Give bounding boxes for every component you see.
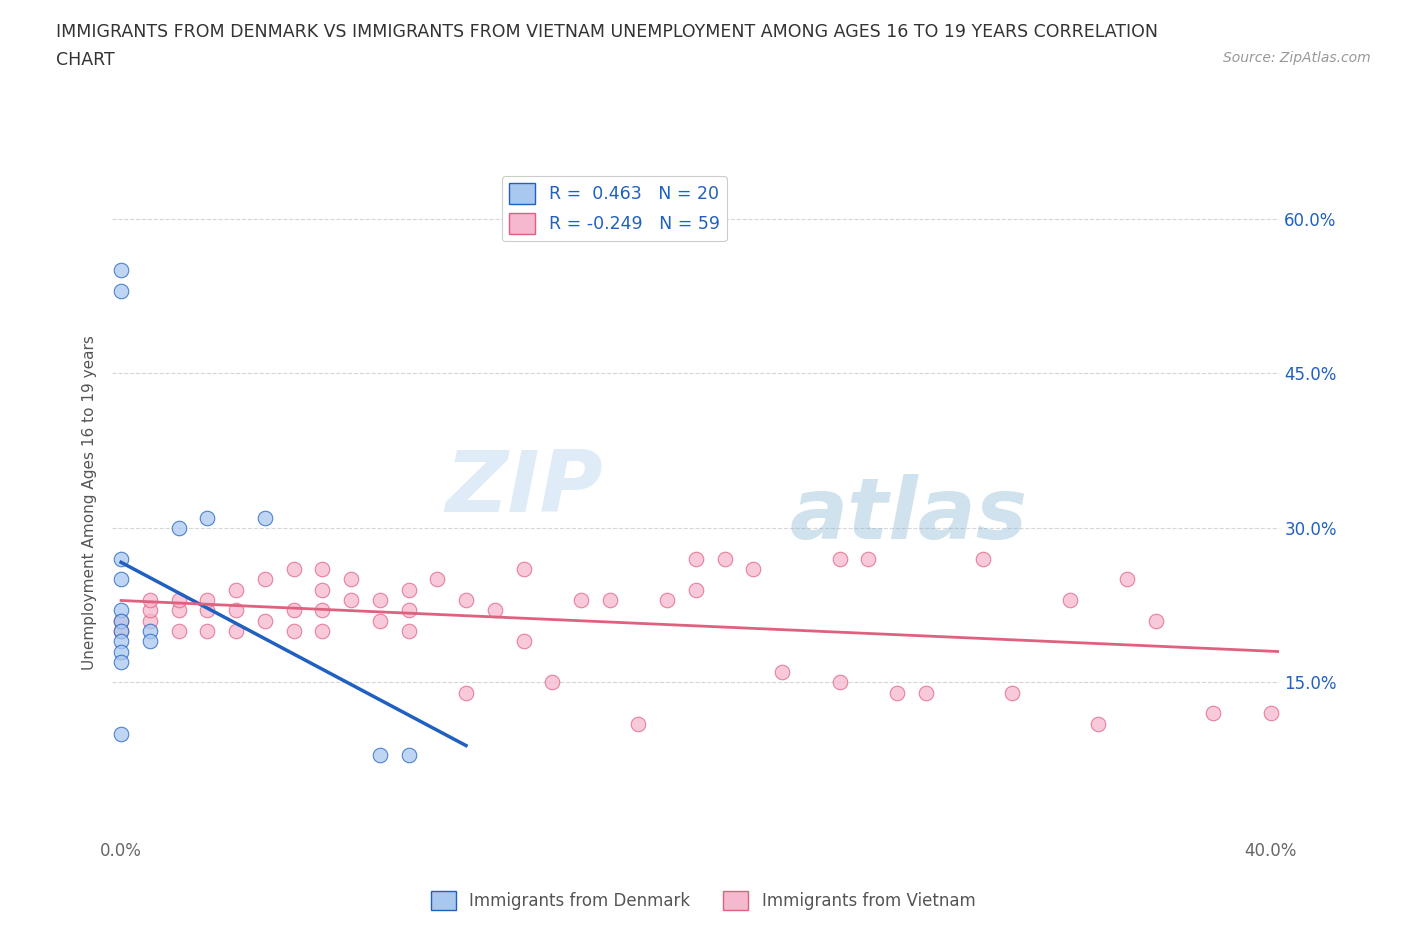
Point [398, 623, 420, 638]
Point [685, 551, 707, 566]
Point [110, 655, 132, 670]
Point [685, 582, 707, 597]
Point [1202, 706, 1225, 721]
Point [283, 562, 305, 577]
Point [253, 572, 276, 587]
Point [1116, 572, 1139, 587]
Point [599, 592, 621, 607]
Point [195, 603, 218, 618]
Text: atlas: atlas [789, 474, 1028, 557]
Point [225, 623, 247, 638]
Text: Source: ZipAtlas.com: Source: ZipAtlas.com [1223, 51, 1371, 65]
Point [915, 685, 938, 700]
Point [110, 623, 132, 638]
Point [167, 592, 190, 607]
Point [1144, 613, 1167, 628]
Point [110, 613, 132, 628]
Point [541, 675, 564, 690]
Point [110, 634, 132, 649]
Point [253, 511, 276, 525]
Point [368, 592, 391, 607]
Point [886, 685, 908, 700]
Point [828, 675, 851, 690]
Point [311, 582, 333, 597]
Point [110, 263, 132, 278]
Point [311, 623, 333, 638]
Point [512, 562, 534, 577]
Point [1059, 592, 1081, 607]
Point [858, 551, 880, 566]
Y-axis label: Unemployment Among Ages 16 to 19 years: Unemployment Among Ages 16 to 19 years [82, 335, 97, 670]
Point [368, 613, 391, 628]
Text: ZIP: ZIP [444, 447, 603, 530]
Point [167, 603, 190, 618]
Point [340, 572, 363, 587]
Point [225, 603, 247, 618]
Point [139, 592, 162, 607]
Point [512, 634, 534, 649]
Point [627, 716, 650, 731]
Point [110, 623, 132, 638]
Point [167, 521, 190, 536]
Point [1001, 685, 1024, 700]
Point [283, 603, 305, 618]
Point [195, 623, 218, 638]
Point [368, 747, 391, 762]
Point [110, 551, 132, 566]
Point [110, 726, 132, 741]
Point [195, 511, 218, 525]
Point [742, 562, 765, 577]
Point [311, 603, 333, 618]
Point [1087, 716, 1109, 731]
Point [426, 572, 449, 587]
Text: CHART: CHART [56, 51, 115, 69]
Point [253, 613, 276, 628]
Point [139, 613, 162, 628]
Point [195, 592, 218, 607]
Point [283, 623, 305, 638]
Text: IMMIGRANTS FROM DENMARK VS IMMIGRANTS FROM VIETNAM UNEMPLOYMENT AMONG AGES 16 TO: IMMIGRANTS FROM DENMARK VS IMMIGRANTS FR… [56, 23, 1159, 41]
Point [139, 603, 162, 618]
Point [828, 551, 851, 566]
Point [1260, 706, 1282, 721]
Legend: R =  0.463   N = 20, R = -0.249   N = 59: R = 0.463 N = 20, R = -0.249 N = 59 [502, 176, 727, 241]
Point [110, 644, 132, 659]
Point [569, 592, 592, 607]
Point [167, 623, 190, 638]
Legend: Immigrants from Denmark, Immigrants from Vietnam: Immigrants from Denmark, Immigrants from… [423, 884, 983, 917]
Point [398, 747, 420, 762]
Point [398, 603, 420, 618]
Point [484, 603, 506, 618]
Point [398, 582, 420, 597]
Point [110, 284, 132, 299]
Point [311, 562, 333, 577]
Point [139, 623, 162, 638]
Point [713, 551, 735, 566]
Point [340, 592, 363, 607]
Point [225, 582, 247, 597]
Point [139, 634, 162, 649]
Point [454, 685, 477, 700]
Point [110, 603, 132, 618]
Point [770, 665, 793, 680]
Point [454, 592, 477, 607]
Point [657, 592, 679, 607]
Point [110, 572, 132, 587]
Point [110, 613, 132, 628]
Point [972, 551, 994, 566]
